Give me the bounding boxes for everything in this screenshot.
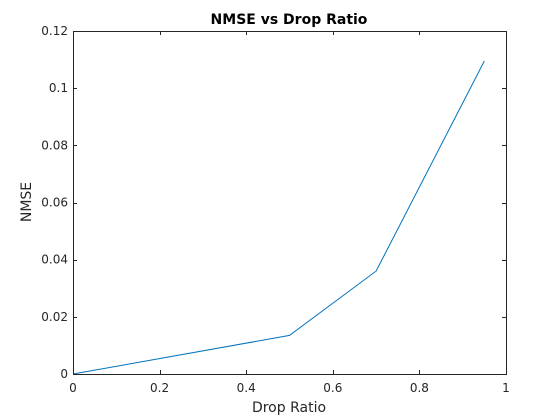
y-tick-label: 0.02	[41, 310, 68, 324]
x-axis-title: Drop Ratio	[252, 400, 326, 416]
x-tick-label: 0.6	[323, 381, 342, 395]
x-tick-label: 1	[502, 381, 510, 395]
y-tick-label: 0.12	[41, 24, 68, 38]
y-tick-label: 0.06	[41, 196, 68, 210]
y-tick-label: 0.1	[49, 81, 68, 95]
x-tick-label: 0.2	[150, 381, 169, 395]
series-layer	[72, 60, 485, 375]
series-line-0	[72, 60, 485, 375]
y-tick-label: 0.08	[41, 138, 68, 152]
x-tick-label: 0.8	[410, 381, 429, 395]
chart-title: NMSE vs Drop Ratio	[211, 12, 368, 28]
x-tick-label: 0.4	[237, 381, 256, 395]
y-tick-layer: 0 0.02 0.04 0.06 0.08 0.1 0.12	[41, 24, 506, 381]
x-tick-label: 0	[69, 381, 77, 395]
y-axis-title: NMSE	[19, 182, 35, 222]
x-tick-layer: 0 0.2 0.4 0.6 0.8 1	[69, 31, 510, 395]
y-tick-label: 0	[60, 367, 68, 381]
y-tick-label: 0.04	[41, 253, 68, 267]
plot-area	[73, 31, 506, 374]
